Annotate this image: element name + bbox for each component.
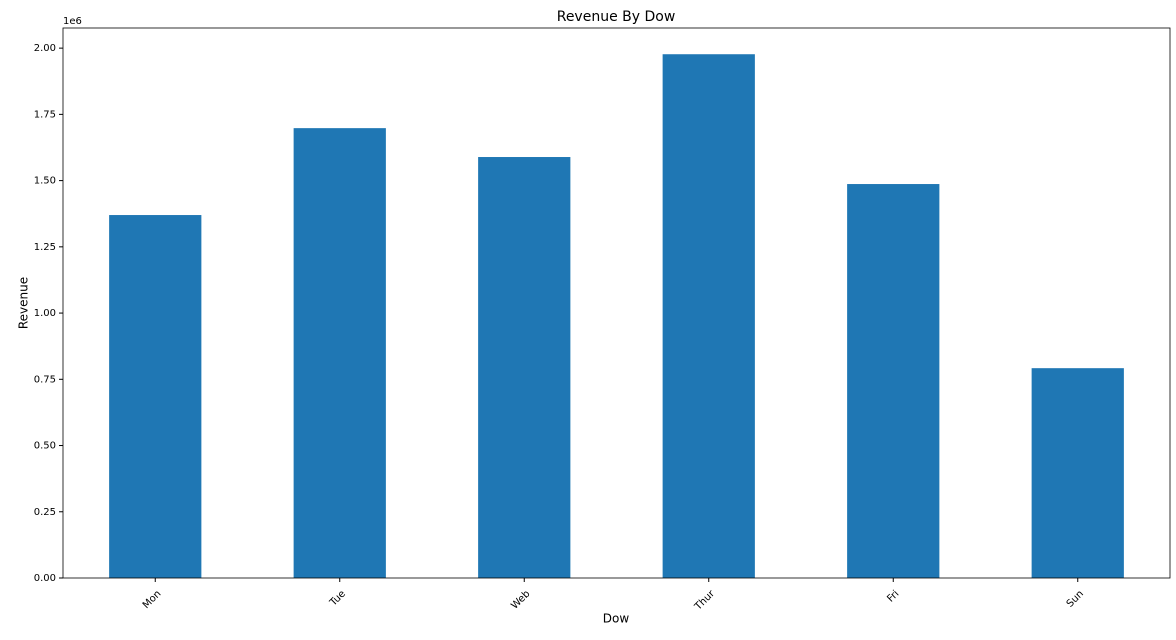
y-tick-label: 1.50 bbox=[34, 176, 56, 187]
x-axis-label: Dow bbox=[603, 612, 630, 626]
y-tick-label: 2.00 bbox=[34, 43, 56, 54]
y-offset-text: 1e6 bbox=[63, 16, 82, 27]
bar bbox=[293, 128, 386, 578]
y-tick-label: 0.00 bbox=[34, 573, 56, 584]
plot-frame bbox=[62, 27, 1171, 579]
bar bbox=[1031, 368, 1124, 578]
chart-title: Revenue By Dow bbox=[557, 9, 676, 25]
y-tick-label: 1.00 bbox=[34, 308, 56, 319]
x-tick-label: Sun bbox=[1065, 588, 1086, 609]
x-tick-label: Tue bbox=[327, 588, 348, 609]
x-tick-label: Thur bbox=[692, 588, 717, 613]
y-tick-label: 1.25 bbox=[34, 242, 56, 253]
bar bbox=[478, 157, 571, 578]
x-tick-label: Fri bbox=[885, 588, 901, 604]
y-tick-label: 0.75 bbox=[34, 374, 56, 385]
bar bbox=[847, 184, 940, 578]
x-tick-label: Mon bbox=[141, 588, 164, 611]
bar bbox=[662, 54, 755, 578]
y-axis-label: Revenue bbox=[17, 277, 31, 329]
bar bbox=[109, 215, 202, 578]
y-tick-label: 0.50 bbox=[34, 441, 56, 452]
y-tick-label: 1.75 bbox=[34, 109, 56, 120]
y-tick-label: 0.25 bbox=[34, 507, 56, 518]
x-tick-label: Web bbox=[509, 588, 532, 611]
